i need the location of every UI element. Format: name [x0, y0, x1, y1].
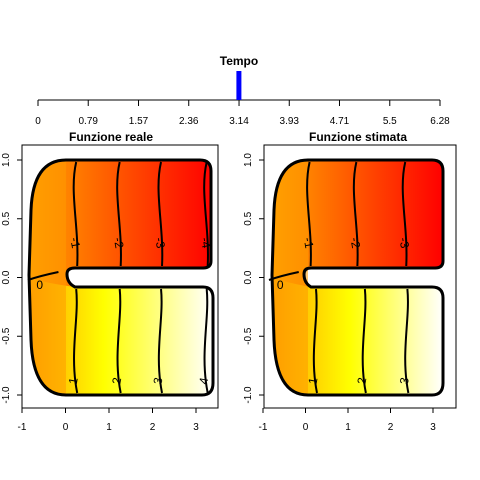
tempo-tick-label: 4.71 [330, 116, 350, 127]
contour-label: 1 [306, 376, 321, 385]
contour-label: -3 [396, 236, 412, 249]
panel-title-reale: Funzione reale [69, 130, 153, 144]
x-tick-label: 1 [345, 422, 351, 433]
contour-label: -2 [348, 236, 364, 249]
contour-label: 2 [109, 376, 124, 385]
contour-line [312, 288, 318, 394]
tempo-title: Tempo [220, 54, 258, 68]
domain-boundary-reale [27, 158, 215, 397]
contour-label: 1 [66, 376, 81, 385]
contour-lines-reale: 0-1 -2 -3 -41 2 3 4 [27, 161, 214, 394]
contour-line [203, 288, 209, 394]
x-tick-label: 3 [430, 422, 436, 433]
contour-line [116, 288, 122, 394]
tempo-tick-label: 3.93 [280, 116, 300, 127]
contour-label: -1 [67, 236, 83, 249]
y-tick-label: 0.5 [243, 211, 254, 225]
panel-title-stimata: Funzione stimata [309, 130, 407, 144]
x-tick-label: 0 [63, 422, 69, 433]
contour-line [72, 161, 79, 267]
contour-line [352, 161, 359, 267]
y-tick-label: -1.0 [1, 386, 12, 404]
contour-line [73, 288, 79, 394]
domain-left-fade-stimata [272, 160, 308, 395]
contour-line [306, 161, 312, 267]
contour-label: -3 [152, 236, 168, 249]
x-tick-label: 1 [106, 422, 112, 433]
tempo-tick-label: 1.57 [129, 116, 149, 127]
y-tick-label: 1.0 [1, 153, 12, 167]
contour-line [401, 161, 408, 267]
tempo-tick-label: 0 [35, 116, 41, 127]
contour-label: -1 [301, 236, 317, 249]
contour-label: 2 [354, 376, 369, 385]
tempo-ticks: 0 0.79 1.57 2.36 3.14 3.93 4.71 5.5 6.28 [35, 100, 450, 127]
contour-label: 0 [36, 278, 43, 292]
y-tick-label: 0.0 [1, 270, 12, 284]
contour-line [203, 161, 209, 267]
y-tick-label: -0.5 [1, 327, 12, 345]
y-tick-label: 0.5 [1, 211, 12, 225]
contour-label: 4 [196, 376, 211, 385]
x-tick-label: 2 [388, 422, 394, 433]
x-tick-label: -1 [259, 422, 268, 433]
axes-stimata: -1 0 1 2 3 -1.0 -0.5 0.0 0.5 1.0 [243, 153, 436, 433]
contour-lines-stimata: 0 -1 -2 -3 1 2 3 [268, 161, 412, 394]
tempo-marker[interactable] [236, 71, 242, 100]
x-tick-label: -1 [18, 422, 27, 433]
contour-line [116, 161, 122, 267]
panel-funzione-reale: Funzione reale 0-1 -2 -3 -41 2 3 4 -1 0 1 2 3-1.0-… [1, 130, 219, 433]
domain-left-fade-reale [29, 160, 66, 395]
contour-line [157, 288, 164, 394]
tempo-tick-label: 0.79 [78, 116, 98, 127]
contour-label: -2 [111, 236, 127, 249]
y-tick-label: 1.0 [243, 153, 254, 167]
y-tick-label: -1.0 [243, 386, 254, 404]
domain-boundary-stimata [270, 158, 445, 397]
tempo-tick-label: 5.5 [383, 116, 397, 127]
axes-reale: -1 0 1 2 3 -1.0 -0.5 0.0 0.5 1.0 [1, 153, 199, 433]
x-tick-label: 2 [150, 422, 156, 433]
contour-label: 3 [151, 376, 166, 385]
tempo-tick-label: 6.28 [430, 116, 450, 127]
contour-label: 3 [397, 376, 412, 385]
panel-funzione-stimata: Funzione stimata 0 -1 -2 -3 1 2 3 -1 0 1 2 3 -1.0 -0… [243, 130, 457, 433]
y-tick-label: 0.0 [243, 270, 254, 284]
contour-label: 0 [277, 278, 284, 292]
contour-line [404, 288, 410, 394]
tempo-tick-label: 2.36 [179, 116, 199, 127]
plot-frame-reale [21, 144, 219, 409]
x-tick-label: 3 [193, 422, 199, 433]
plot-frame-stimata [263, 144, 457, 409]
tempo-slider[interactable]: Tempo 0 0.79 1.57 2.36 3.14 3.93 4.71 5.5 6.28 [35, 54, 450, 127]
contour-line [361, 288, 367, 394]
contour-line [157, 161, 164, 267]
x-tick-label: 0 [303, 422, 309, 433]
tempo-tick-label: 3.14 [229, 116, 249, 127]
y-tick-label: -0.5 [243, 327, 254, 345]
